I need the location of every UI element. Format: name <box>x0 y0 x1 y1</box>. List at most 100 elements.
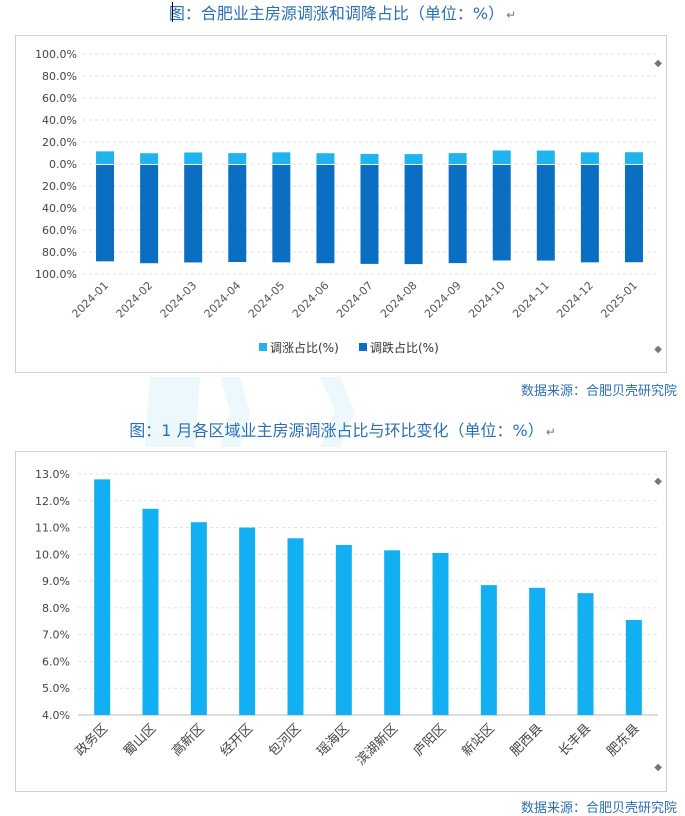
bar-rise-2024-05 <box>272 152 291 164</box>
bar-高新区 <box>190 522 207 715</box>
x-tick-label: 2024-09 <box>422 279 464 321</box>
bar-fall-2024-07 <box>360 165 379 264</box>
bar-fall-2024-05 <box>272 165 291 263</box>
bar-fall-2025-01 <box>624 165 643 263</box>
x-tick-label: 瑶海区 <box>314 721 352 759</box>
bar-rise-2024-03 <box>184 152 203 164</box>
bar-rise-2024-09 <box>448 153 467 164</box>
return-mark-icon: ↵ <box>545 425 556 439</box>
text-cursor <box>172 2 173 22</box>
y-tick-label: 9.0% <box>42 575 70 588</box>
bar-fall-2024-06 <box>316 165 335 264</box>
x-tick-label: 2024-02 <box>114 279 156 321</box>
y-tick-label: 5.0% <box>42 682 70 695</box>
bar-经开区 <box>239 527 256 715</box>
x-tick-label: 肥西县 <box>508 721 546 759</box>
bar-庐阳区 <box>432 552 449 715</box>
bar-瑶海区 <box>335 544 352 715</box>
x-tick-label: 肥东县 <box>604 721 642 759</box>
legend-swatch-fall <box>359 343 367 351</box>
chart2-svg: 13.0% 12.0% 11.0% 10.0% 9.0% 8.0% 7.0% 6.0% 5.0%… <box>35 468 658 769</box>
x-tick-label: 2024-05 <box>246 279 288 321</box>
x-tick-label: 庐阳区 <box>411 721 449 759</box>
x-tick-label: 新站区 <box>459 721 498 760</box>
y-tick-label: 6.0% <box>42 655 70 668</box>
chart1-title: 图：合肥业主房源调涨和调降占比（单位：%） ↵ <box>0 0 685 24</box>
y-tick-label: 11.0% <box>35 522 70 535</box>
x-tick-label: 2024-12 <box>554 279 596 321</box>
x-tick-label: 政务区 <box>72 721 111 760</box>
y-tick-label: 20.0% <box>42 136 77 149</box>
bar-rise-2024-01 <box>96 151 115 164</box>
chart2-frame[interactable]: 13.0% 12.0% 11.0% 10.0% 9.0% 8.0% 7.0% 6.0% 5.0%… <box>15 451 667 792</box>
y-tick-label: 100.0% <box>35 48 77 61</box>
chart2-title-text: 图：1 月各区域业主房源调涨占比与环比变化（单位：%） <box>129 421 544 440</box>
legend-swatch-rise <box>259 343 267 351</box>
x-tick-label: 2024-08 <box>378 279 420 321</box>
x-tick-label: 蜀山区 <box>121 721 159 759</box>
bar-rise-2024-12 <box>580 152 599 164</box>
y-tick-label: 8.0% <box>42 602 70 615</box>
bar-fall-2024-01 <box>96 165 115 262</box>
bar-肥西县 <box>529 587 546 715</box>
bar-fall-2024-03 <box>184 165 203 263</box>
legend-label-fall: 调跌占比(%) <box>370 340 439 355</box>
bar-蜀山区 <box>142 508 159 715</box>
y-tick-label: 7.0% <box>42 629 70 642</box>
bar-长丰县 <box>577 593 594 715</box>
y-tick-label: 0.0% <box>49 158 77 171</box>
chart1-svg: 100.0% 80.0% 60.0% 40.0% 20.0% 0.0% 20.0% 40.0%… <box>35 48 656 355</box>
x-tick-label: 高新区 <box>169 721 208 760</box>
bar-rise-2024-11 <box>536 150 555 164</box>
chart1-title-text: 图：合肥业主房源调涨和调降占比（单位：%） <box>168 4 505 23</box>
side-handle-icon: ◆ <box>654 344 662 355</box>
bar-包河区 <box>287 538 304 715</box>
bar-政务区 <box>94 479 111 715</box>
x-tick-label: 滨湖新区 <box>353 721 401 769</box>
y-tick-label: 4.0% <box>42 709 70 722</box>
x-tick-label: 2025-01 <box>598 279 640 321</box>
y-tick-label: 13.0% <box>35 468 70 481</box>
x-tick-label: 2024-07 <box>334 279 376 321</box>
bar-fall-2024-02 <box>140 165 159 264</box>
y-tick-label: 12.0% <box>35 495 70 508</box>
y-tick-label: 40.0% <box>42 114 77 127</box>
legend-label-rise: 调涨占比(%) <box>270 340 339 355</box>
bar-fall-2024-08 <box>404 165 423 265</box>
bar-rise-2025-01 <box>624 152 643 164</box>
bar-rise-2024-02 <box>140 153 159 164</box>
bar-fall-2024-10 <box>492 165 511 261</box>
y-tick-label: 80.0% <box>42 70 77 83</box>
x-tick-label: 2024-03 <box>158 279 200 321</box>
bar-滨湖新区 <box>384 550 401 715</box>
side-handle-icon: ◆ <box>654 476 662 487</box>
y-tick-label: 60.0% <box>42 92 77 105</box>
chart1-source: 数据来源：合肥贝壳研究院 <box>520 384 677 399</box>
chart2-title: 图：1 月各区域业主房源调涨占比与环比变化（单位：%） ↵ <box>0 417 685 441</box>
bar-fall-2024-09 <box>448 165 467 264</box>
x-tick-label: 包河区 <box>266 721 304 759</box>
chart2-source: 数据来源：合肥贝壳研究院 <box>520 801 677 816</box>
bar-rise-2024-08 <box>404 154 423 164</box>
y-tick-label: 20.0% <box>42 180 77 193</box>
y-tick-label: 60.0% <box>42 224 77 237</box>
y-tick-label: 80.0% <box>42 246 77 259</box>
side-handle-icon: ◆ <box>654 762 662 773</box>
x-tick-label: 2024-01 <box>69 279 111 321</box>
x-tick-label: 2024-11 <box>510 279 552 321</box>
y-tick-label: 100.0% <box>35 268 77 281</box>
bar-肥东县 <box>625 619 642 715</box>
x-tick-label: 长丰县 <box>556 721 594 759</box>
bar-fall-2024-11 <box>536 165 555 261</box>
bar-rise-2024-10 <box>492 150 511 164</box>
x-tick-label: 经开区 <box>218 721 256 759</box>
watermark-logo <box>145 377 355 447</box>
chart1-frame[interactable]: 100.0% 80.0% 60.0% 40.0% 20.0% 0.0% 20.0% 40.0%… <box>15 35 667 373</box>
return-mark-icon: ↵ <box>506 8 517 22</box>
bar-rise-2024-06 <box>316 153 335 164</box>
y-tick-label: 10.0% <box>35 548 70 561</box>
bar-fall-2024-04 <box>228 165 247 263</box>
bar-rise-2024-07 <box>360 153 379 164</box>
x-tick-label: 2024-04 <box>202 279 244 321</box>
x-tick-label: 2024-06 <box>290 279 332 321</box>
